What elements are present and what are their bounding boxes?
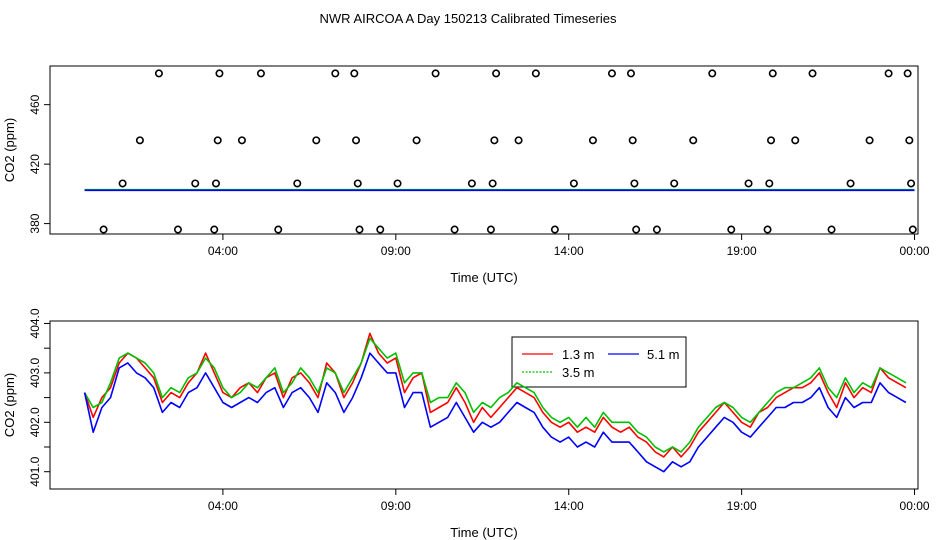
data-point xyxy=(908,225,917,234)
data-point xyxy=(689,136,698,145)
data-point xyxy=(355,225,364,234)
data-point xyxy=(393,179,402,188)
data-point xyxy=(154,69,163,78)
data-point xyxy=(293,179,302,188)
legend-label-1-3m: 1.3 m xyxy=(562,347,595,362)
data-point xyxy=(450,225,459,234)
data-point xyxy=(865,136,874,145)
data-point xyxy=(765,179,774,188)
data-point xyxy=(531,69,540,78)
data-point xyxy=(652,225,661,234)
data-point xyxy=(488,179,497,188)
data-point xyxy=(626,69,635,78)
data-point xyxy=(213,136,222,145)
data-point xyxy=(763,225,772,234)
x-tick-label: 19:00 xyxy=(727,499,757,513)
top-scatter-panel: Time (UTC) CO2 (ppm) 04:00 09:00 14:00 19:0… xyxy=(2,65,930,285)
data-point xyxy=(550,225,559,234)
y-tick-label: 380 xyxy=(28,213,42,233)
x-tick-label: 00:00 xyxy=(900,499,930,513)
data-point xyxy=(588,136,597,145)
data-point xyxy=(903,69,912,78)
x-tick-label: 09:00 xyxy=(381,499,411,513)
y-tick-label: 401.0 xyxy=(28,456,42,486)
series-line-5-1-m xyxy=(83,352,907,473)
x-tick-label: 14:00 xyxy=(554,499,584,513)
x-tick-label: 19:00 xyxy=(727,244,757,258)
data-point xyxy=(211,179,220,188)
x-tick-label: 00:00 xyxy=(900,244,930,258)
data-point xyxy=(569,179,578,188)
legend-label-3-5m: 3.5 m xyxy=(562,365,595,380)
data-point xyxy=(905,136,914,145)
legend-box xyxy=(511,336,687,388)
legend: 1.3 m 5.1 m 3.5 m xyxy=(511,336,687,388)
data-point xyxy=(376,225,385,234)
data-point xyxy=(467,179,476,188)
data-point xyxy=(628,136,637,145)
data-point xyxy=(514,136,523,145)
data-point xyxy=(99,225,108,234)
data-point xyxy=(210,225,219,234)
series-line-3-5-m xyxy=(83,337,907,453)
series-line-1-3-m xyxy=(83,332,907,458)
legend-label-5-1m: 5.1 m xyxy=(647,347,680,362)
data-point xyxy=(708,69,717,78)
data-point xyxy=(632,225,641,234)
data-point xyxy=(312,136,321,145)
bottom-y-axis-label: CO2 (ppm) xyxy=(2,373,17,437)
data-point xyxy=(256,69,265,78)
data-point xyxy=(486,225,495,234)
data-point xyxy=(630,179,639,188)
data-point xyxy=(274,225,283,234)
data-point xyxy=(846,179,855,188)
data-point xyxy=(490,136,499,145)
top-x-axis-label: Time (UTC) xyxy=(450,270,517,285)
data-point xyxy=(353,179,362,188)
data-point xyxy=(791,136,800,145)
data-point xyxy=(331,69,340,78)
y-tick-label: 460 xyxy=(28,94,42,114)
data-point xyxy=(727,225,736,234)
data-point xyxy=(431,69,440,78)
x-tick-label: 09:00 xyxy=(381,244,411,258)
data-point xyxy=(768,69,777,78)
top-y-axis-label: CO2 (ppm) xyxy=(2,118,17,182)
x-tick-label: 04:00 xyxy=(208,499,238,513)
data-point xyxy=(352,136,361,145)
data-point xyxy=(767,136,776,145)
y-tick-label: 402.0 xyxy=(28,407,42,437)
data-point xyxy=(118,179,127,188)
bottom-line-panel: Time (UTC) CO2 (ppm) 1.3 m 5.1 m 3.5 m 0… xyxy=(2,308,930,540)
bottom-plot-frame xyxy=(49,320,919,490)
data-point xyxy=(827,225,836,234)
data-point xyxy=(191,179,200,188)
data-point xyxy=(884,69,893,78)
y-tick-label: 403.0 xyxy=(28,358,42,388)
data-point xyxy=(173,225,182,234)
top-plot-frame xyxy=(49,65,919,235)
data-point xyxy=(607,69,616,78)
data-point xyxy=(350,69,359,78)
data-point xyxy=(744,179,753,188)
data-point xyxy=(808,69,817,78)
data-point xyxy=(492,69,501,78)
x-tick-label: 14:00 xyxy=(554,244,584,258)
data-point xyxy=(237,136,246,145)
x-tick-label: 04:00 xyxy=(208,244,238,258)
data-point xyxy=(135,136,144,145)
bottom-x-axis-label: Time (UTC) xyxy=(450,525,517,540)
data-point xyxy=(215,69,224,78)
y-tick-label: 420 xyxy=(28,154,42,174)
data-point xyxy=(907,179,916,188)
data-point xyxy=(670,179,679,188)
y-tick-label: 404.0 xyxy=(28,308,42,338)
figure-title: NWR AIRCOA A Day 150213 Calibrated Times… xyxy=(320,11,617,26)
data-point xyxy=(412,136,421,145)
